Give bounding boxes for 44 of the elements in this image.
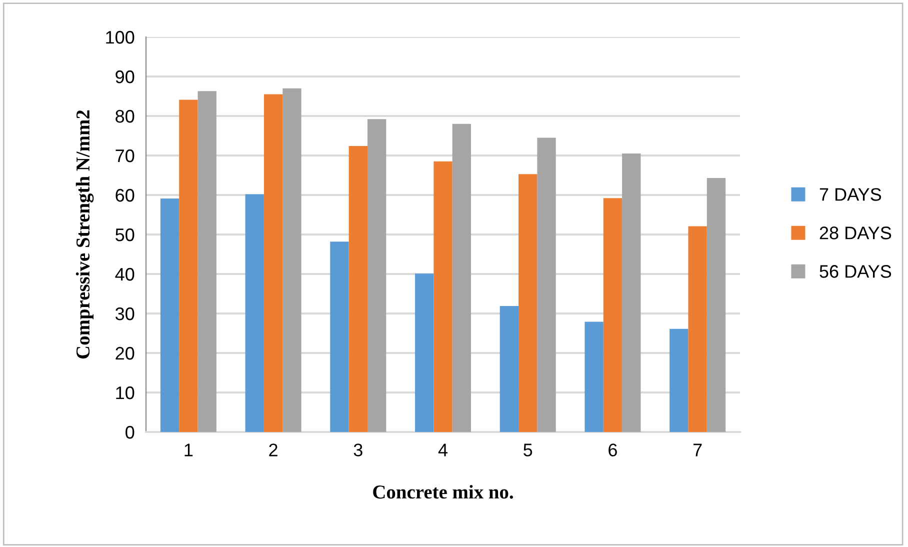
y-tick-label: 0 [126, 426, 134, 439]
x-tick-label: 1 [184, 444, 193, 456]
bar [245, 194, 264, 432]
bar [198, 91, 216, 432]
y-axis-title: Compressive Strength N/mm2 [76, 110, 94, 358]
bar [584, 322, 604, 432]
y-tick-label: 10 [116, 386, 134, 400]
bar [670, 328, 688, 432]
y-tick-label: 80 [116, 110, 134, 123]
bar [264, 94, 283, 432]
bar [282, 88, 302, 432]
legend-label: 28 DAYS [820, 226, 892, 240]
bar [414, 274, 434, 432]
x-tick-label: 6 [608, 444, 617, 456]
bar [537, 138, 556, 432]
y-tick-label: 20 [116, 346, 134, 360]
x-tick-label: 7 [693, 444, 702, 456]
y-tick-label: 70 [116, 149, 134, 162]
bar [622, 154, 641, 432]
bar [330, 242, 349, 432]
bar [367, 119, 386, 432]
bar [348, 146, 368, 432]
bar [706, 178, 726, 432]
bar [688, 226, 707, 432]
y-tick-label: 50 [116, 228, 134, 242]
x-axis-title: Concrete mix no. [373, 484, 513, 499]
bar [452, 124, 472, 432]
bar [603, 198, 622, 432]
y-tick-label: 30 [115, 307, 134, 320]
legend-label: 7 DAYS [820, 188, 882, 201]
y-tick-label: 100 [106, 30, 134, 44]
bar [160, 198, 180, 432]
y-tick-label: 90 [116, 70, 134, 84]
bar [518, 174, 538, 432]
bar [179, 100, 198, 432]
x-tick-label: 4 [438, 444, 448, 456]
bar [434, 161, 452, 432]
x-tick-label: 5 [524, 444, 532, 456]
legend-label: 56 DAYS [820, 265, 892, 278]
bar [500, 306, 519, 432]
y-tick-label: 40 [115, 268, 134, 281]
x-tick-label: 3 [354, 444, 362, 456]
x-tick-label: 2 [269, 444, 278, 456]
y-tick-label: 60 [116, 188, 134, 202]
